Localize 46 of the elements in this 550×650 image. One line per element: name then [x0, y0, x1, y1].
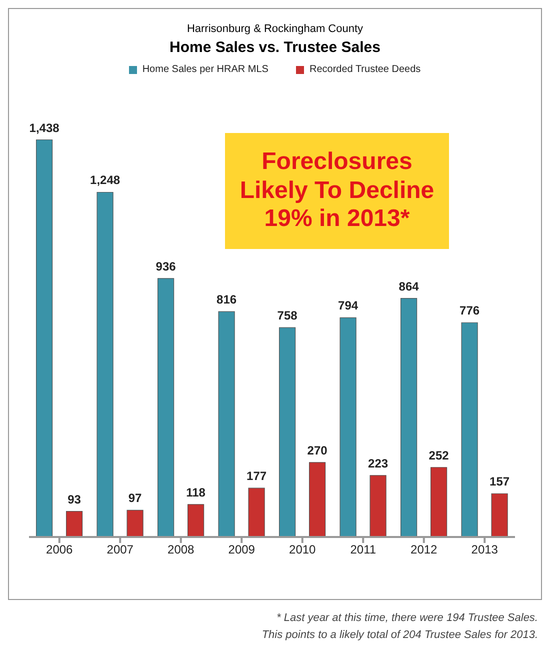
- chart-subtitle: Harrisonburg & Rockingham County: [186, 23, 364, 35]
- data-label: 157: [490, 474, 510, 489]
- data-label: 1,438: [29, 120, 60, 135]
- bar: [126, 510, 144, 538]
- bar: [430, 467, 448, 538]
- x-tick-label: 2010: [289, 542, 316, 557]
- bar: [248, 488, 265, 538]
- data-label: 118: [186, 485, 206, 500]
- bar: [491, 493, 508, 538]
- x-tick-label: 2011: [350, 542, 376, 557]
- legend-label: Recorded Trustee Deeds: [308, 64, 421, 75]
- data-label: 758: [277, 308, 298, 323]
- data-label: 252: [428, 448, 450, 462]
- data-label: 776: [460, 304, 480, 318]
- bar: [36, 139, 53, 538]
- data-label: 794: [338, 298, 358, 313]
- bar: [340, 317, 356, 538]
- bar: [461, 322, 478, 538]
- bar: [278, 327, 296, 538]
- text: * Last year at this time, there were 194 Trustee Sales. This points to a likely total of 204 Trustee Sales for 2013.: [260, 611, 538, 642]
- bar: [308, 462, 326, 538]
- bar: [370, 475, 386, 538]
- legend-label: Home Sales per HRAR MLS: [141, 64, 268, 75]
- bar: [187, 504, 204, 538]
- x-tick-label: 2009: [228, 542, 256, 557]
- bar: [66, 511, 83, 538]
- bar: [400, 298, 418, 538]
- x-tick-label: 2006: [46, 542, 74, 557]
- data-label: 864: [398, 279, 420, 294]
- data-label: 816: [216, 292, 237, 307]
- data-label: 936: [156, 259, 176, 274]
- data-label: 93: [68, 492, 82, 506]
- bar: [157, 278, 174, 538]
- chart-title: Home Sales vs. Trustee Sales: [168, 39, 382, 56]
- annotation: Foreclosures Likely To Decline 19% in 2013*: [225, 133, 449, 249]
- x-tick-label: 2007: [106, 542, 134, 557]
- bar: [218, 311, 235, 538]
- bar: [96, 192, 114, 538]
- x-tick-label: 2008: [168, 542, 195, 557]
- data-label: 223: [368, 456, 388, 470]
- x-tick-label: 2013: [471, 542, 498, 557]
- data-label: 1,248: [90, 173, 120, 188]
- data-label: 97: [128, 491, 142, 506]
- x-tick-label: 2012: [410, 542, 438, 557]
- data-label: 270: [307, 443, 328, 458]
- data-label: 177: [246, 469, 267, 484]
